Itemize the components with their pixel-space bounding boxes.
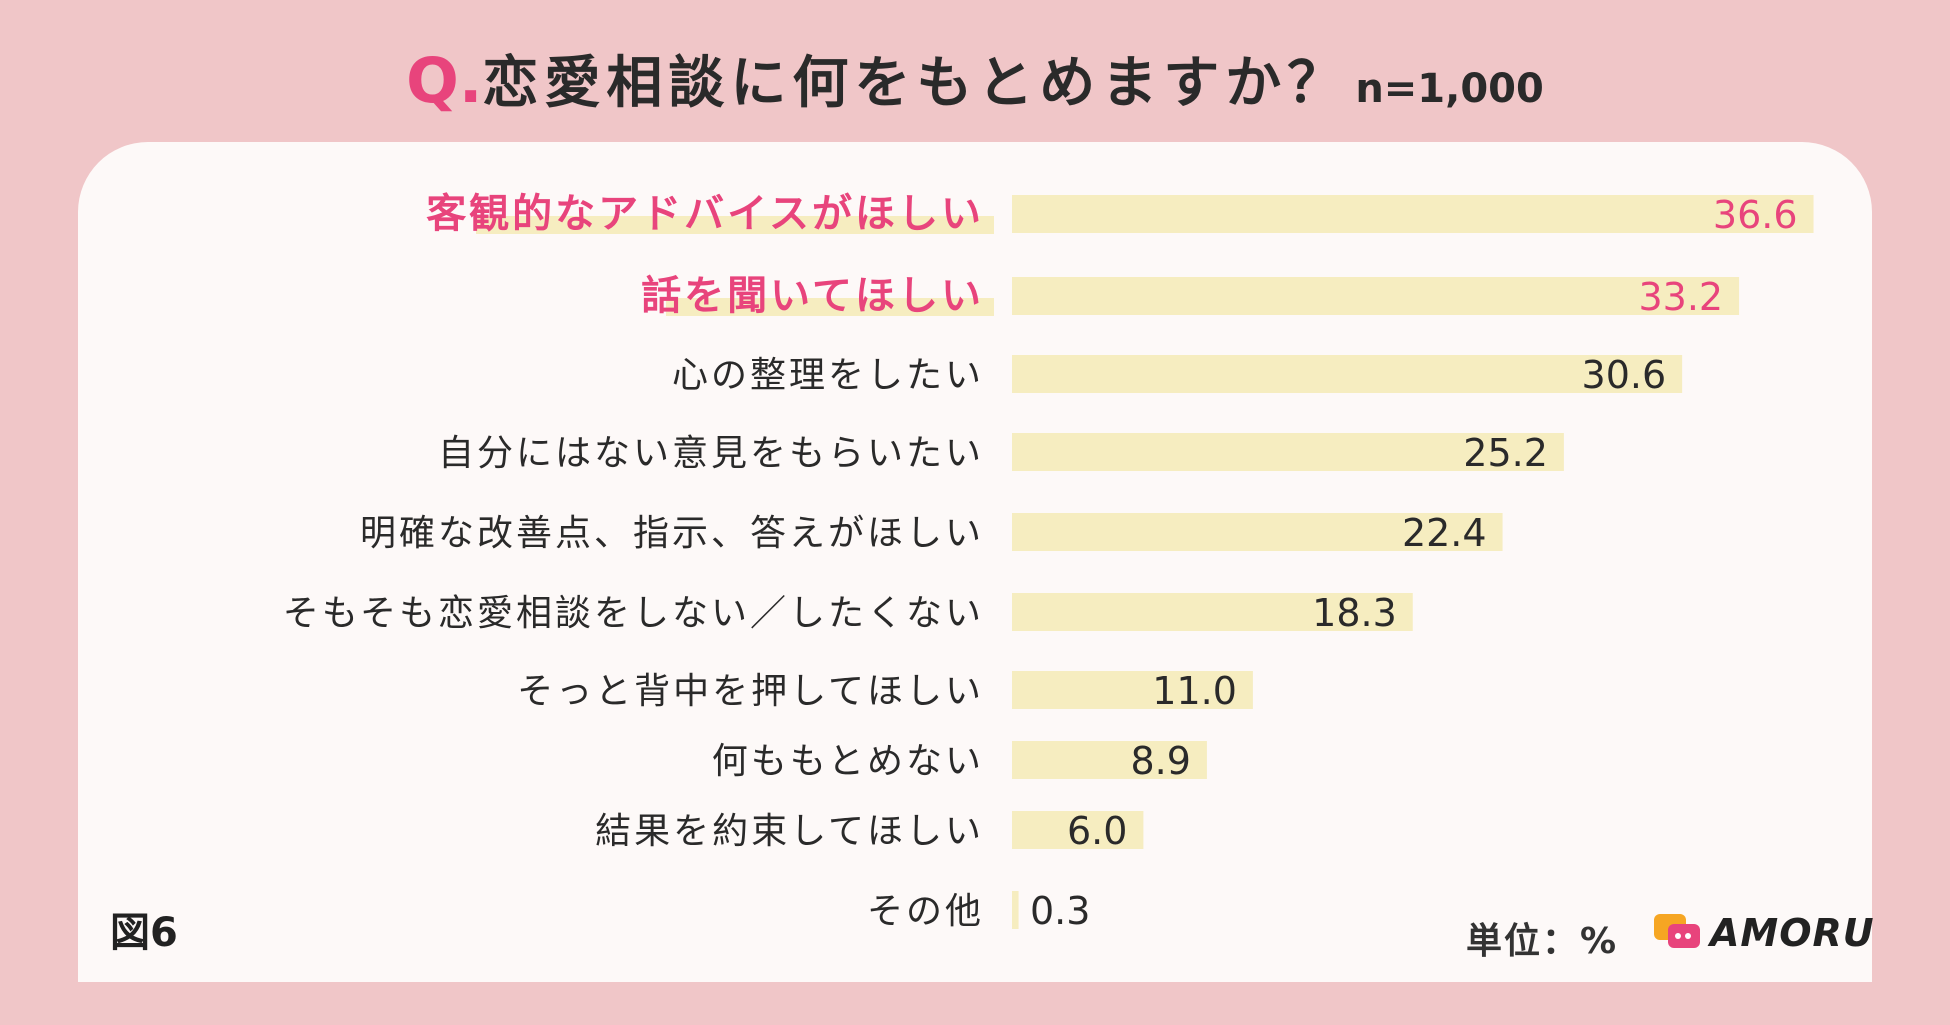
sample-size: n=1,000 bbox=[1355, 66, 1544, 112]
chart-title: Q.恋愛相談に何をもとめますか？ n=1,000 bbox=[0, 38, 1950, 119]
category-label: 心の整理をしたい bbox=[672, 355, 984, 396]
value-label: 30.6 bbox=[1582, 353, 1667, 397]
category-label: そもそも恋愛相談をしない／したくない bbox=[283, 593, 984, 634]
brand-name: AMORU bbox=[1710, 911, 1875, 955]
value-label: 0.3 bbox=[1030, 889, 1090, 933]
question-text: 恋愛相談に何をもとめますか？ bbox=[482, 51, 1350, 116]
category-label: 話を聞いてほしい bbox=[641, 273, 984, 319]
bar bbox=[1012, 741, 1207, 779]
bar bbox=[1012, 355, 1683, 393]
value-label: 11.0 bbox=[1152, 669, 1237, 713]
bar bbox=[1012, 513, 1503, 551]
category-label: その他 bbox=[867, 891, 984, 932]
value-label: 6.0 bbox=[1067, 809, 1127, 853]
value-label: 33.2 bbox=[1638, 275, 1723, 319]
category-label: そっと背中を押してほしい bbox=[517, 671, 984, 712]
bar bbox=[1012, 891, 1019, 929]
unit-label: 単位：% bbox=[1466, 921, 1619, 962]
bar bbox=[1012, 433, 1564, 471]
chat-bubble-icon bbox=[1654, 914, 1700, 948]
category-label: 明確な改善点、指示、答えがほしい bbox=[360, 513, 984, 554]
question-mark-label: Q. bbox=[406, 44, 483, 117]
category-label: 客観的なアドバイスがほしい bbox=[426, 191, 984, 237]
value-label: 18.3 bbox=[1312, 591, 1397, 635]
value-label: 25.2 bbox=[1463, 431, 1548, 475]
value-label: 36.6 bbox=[1713, 193, 1798, 237]
bar bbox=[1012, 593, 1413, 631]
bar bbox=[1012, 277, 1740, 315]
label-highlight-marker bbox=[476, 216, 994, 234]
category-label: 何ももとめない bbox=[712, 741, 984, 782]
bar bbox=[1012, 195, 1814, 233]
bar bbox=[1012, 811, 1144, 849]
label-highlight-marker bbox=[666, 298, 994, 316]
value-label: 22.4 bbox=[1402, 511, 1487, 555]
brand-logo: AMORU bbox=[1652, 910, 1875, 956]
figure-label: 図6 bbox=[110, 910, 178, 956]
category-label: 結果を約束してほしい bbox=[595, 811, 984, 852]
value-label: 8.9 bbox=[1130, 739, 1190, 783]
category-label: 自分にはない意見をもらいたい bbox=[438, 433, 984, 474]
bar bbox=[1012, 671, 1253, 709]
